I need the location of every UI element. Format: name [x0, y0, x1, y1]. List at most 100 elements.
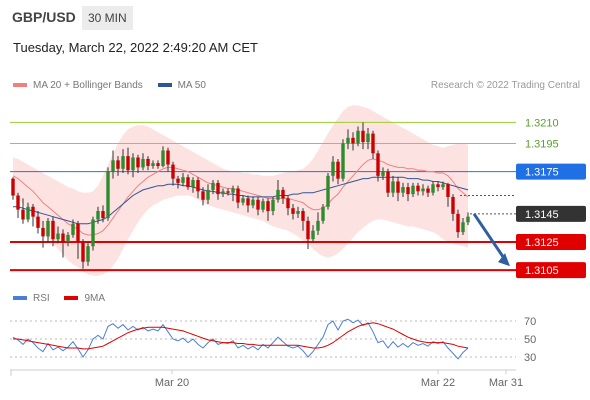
candle-body [206, 189, 210, 200]
forecast-arrow [472, 212, 508, 262]
legend-rsi: RSI [13, 293, 50, 304]
candle-body [61, 233, 65, 242]
candle-body [391, 181, 395, 193]
candle-body [216, 182, 220, 195]
forecast-arrowhead [498, 253, 510, 267]
candle-body [96, 211, 100, 220]
candle-body [141, 158, 145, 168]
candle-body [411, 185, 415, 195]
candle-body [331, 161, 335, 176]
candle-body [341, 143, 345, 179]
candle-body [356, 130, 360, 144]
level-label-0: 1.3210 [525, 117, 559, 129]
candle-body [386, 171, 390, 193]
candle-body [276, 189, 280, 200]
candle-body [281, 189, 285, 199]
candle-body [286, 198, 290, 209]
candle-body [451, 196, 455, 214]
candle-body [131, 157, 135, 171]
candle-body [156, 163, 160, 166]
candle-body [81, 241, 85, 262]
candle-body [251, 199, 255, 206]
candle-body [71, 223, 75, 235]
candle-body [56, 233, 60, 240]
candle-body [296, 211, 300, 214]
candle-body [186, 177, 190, 188]
candle-body [11, 178, 15, 196]
candle-body [261, 201, 265, 210]
level-label-5: 1.3105 [525, 265, 559, 277]
ma50-line [13, 176, 469, 225]
rsi-tick-label: 50 [524, 334, 536, 346]
candle-body [16, 195, 20, 210]
candle-body [236, 188, 240, 203]
candle-body [401, 187, 405, 193]
legend-9ma-label: 9MA [84, 293, 106, 304]
candle-body [461, 222, 465, 233]
candle-body [136, 157, 140, 168]
candle-body [416, 185, 420, 192]
candle-body [366, 133, 370, 143]
candle-body [126, 156, 130, 171]
x-tick-label: Mar 31 [489, 377, 523, 389]
candle-body [41, 227, 45, 237]
candle-body [376, 153, 380, 176]
candle-body [246, 198, 250, 206]
candle-body [381, 171, 385, 176]
candle-body [191, 180, 195, 188]
candle-body [336, 161, 340, 179]
main-legend: MA 20 + Bollinger Bands MA 50 [13, 80, 218, 91]
candle-body [441, 184, 445, 188]
candle-body [76, 223, 80, 242]
candle-body [151, 163, 155, 166]
candle-body [256, 199, 260, 210]
candle-body [181, 177, 185, 183]
candle-body [266, 201, 270, 212]
candle-body [196, 180, 200, 192]
candle-body [396, 181, 400, 193]
rsi-tick-label: 30 [524, 352, 536, 364]
candle-body [166, 150, 170, 165]
candle-body [316, 220, 320, 231]
candle-body [21, 209, 25, 220]
legend-rsi-swatch [13, 296, 27, 301]
candle-body [346, 137, 350, 144]
header: GBP/USD 30 MIN [0, 0, 590, 36]
candle-body [66, 234, 70, 242]
candle-body [176, 178, 180, 183]
candle-body [241, 198, 245, 203]
x-tick-label: Mar 22 [421, 377, 455, 389]
candle-body [446, 184, 450, 197]
candles-group [11, 122, 470, 269]
legend-ma20-label: MA 20 + Bollinger Bands [33, 80, 143, 91]
candle-body [146, 158, 150, 166]
candle-body [466, 216, 470, 223]
candle-body [51, 220, 55, 240]
level-label-1: 1.3195 [525, 138, 559, 150]
candle-body [326, 175, 330, 207]
candle-body [171, 164, 175, 179]
timeframe-badge[interactable]: 30 MIN [82, 6, 133, 30]
legend-ma50-swatch [157, 83, 172, 88]
candle-body [291, 208, 295, 214]
candle-body [116, 160, 120, 169]
legend-ma20-swatch [13, 83, 27, 88]
legend-ma50: MA 50 [157, 80, 206, 91]
datetime-label: Tuesday, March 22, 2022 2:49:20 AM CET [13, 40, 258, 55]
pair-title: GBP/USD [12, 9, 76, 25]
candle-body [301, 211, 305, 221]
candle-body [351, 137, 355, 144]
candle-body [46, 220, 50, 237]
candle-body [436, 184, 440, 188]
candle-body [101, 211, 105, 219]
level-box-3 [516, 205, 586, 222]
candle-body [26, 206, 30, 220]
candle-body [426, 188, 430, 193]
candle-body [106, 171, 110, 219]
candle-body [121, 156, 125, 169]
candle-body [91, 219, 95, 247]
level-box-4 [516, 233, 586, 250]
candle-body [161, 150, 165, 166]
level-label-4: 1.3125 [525, 237, 559, 249]
